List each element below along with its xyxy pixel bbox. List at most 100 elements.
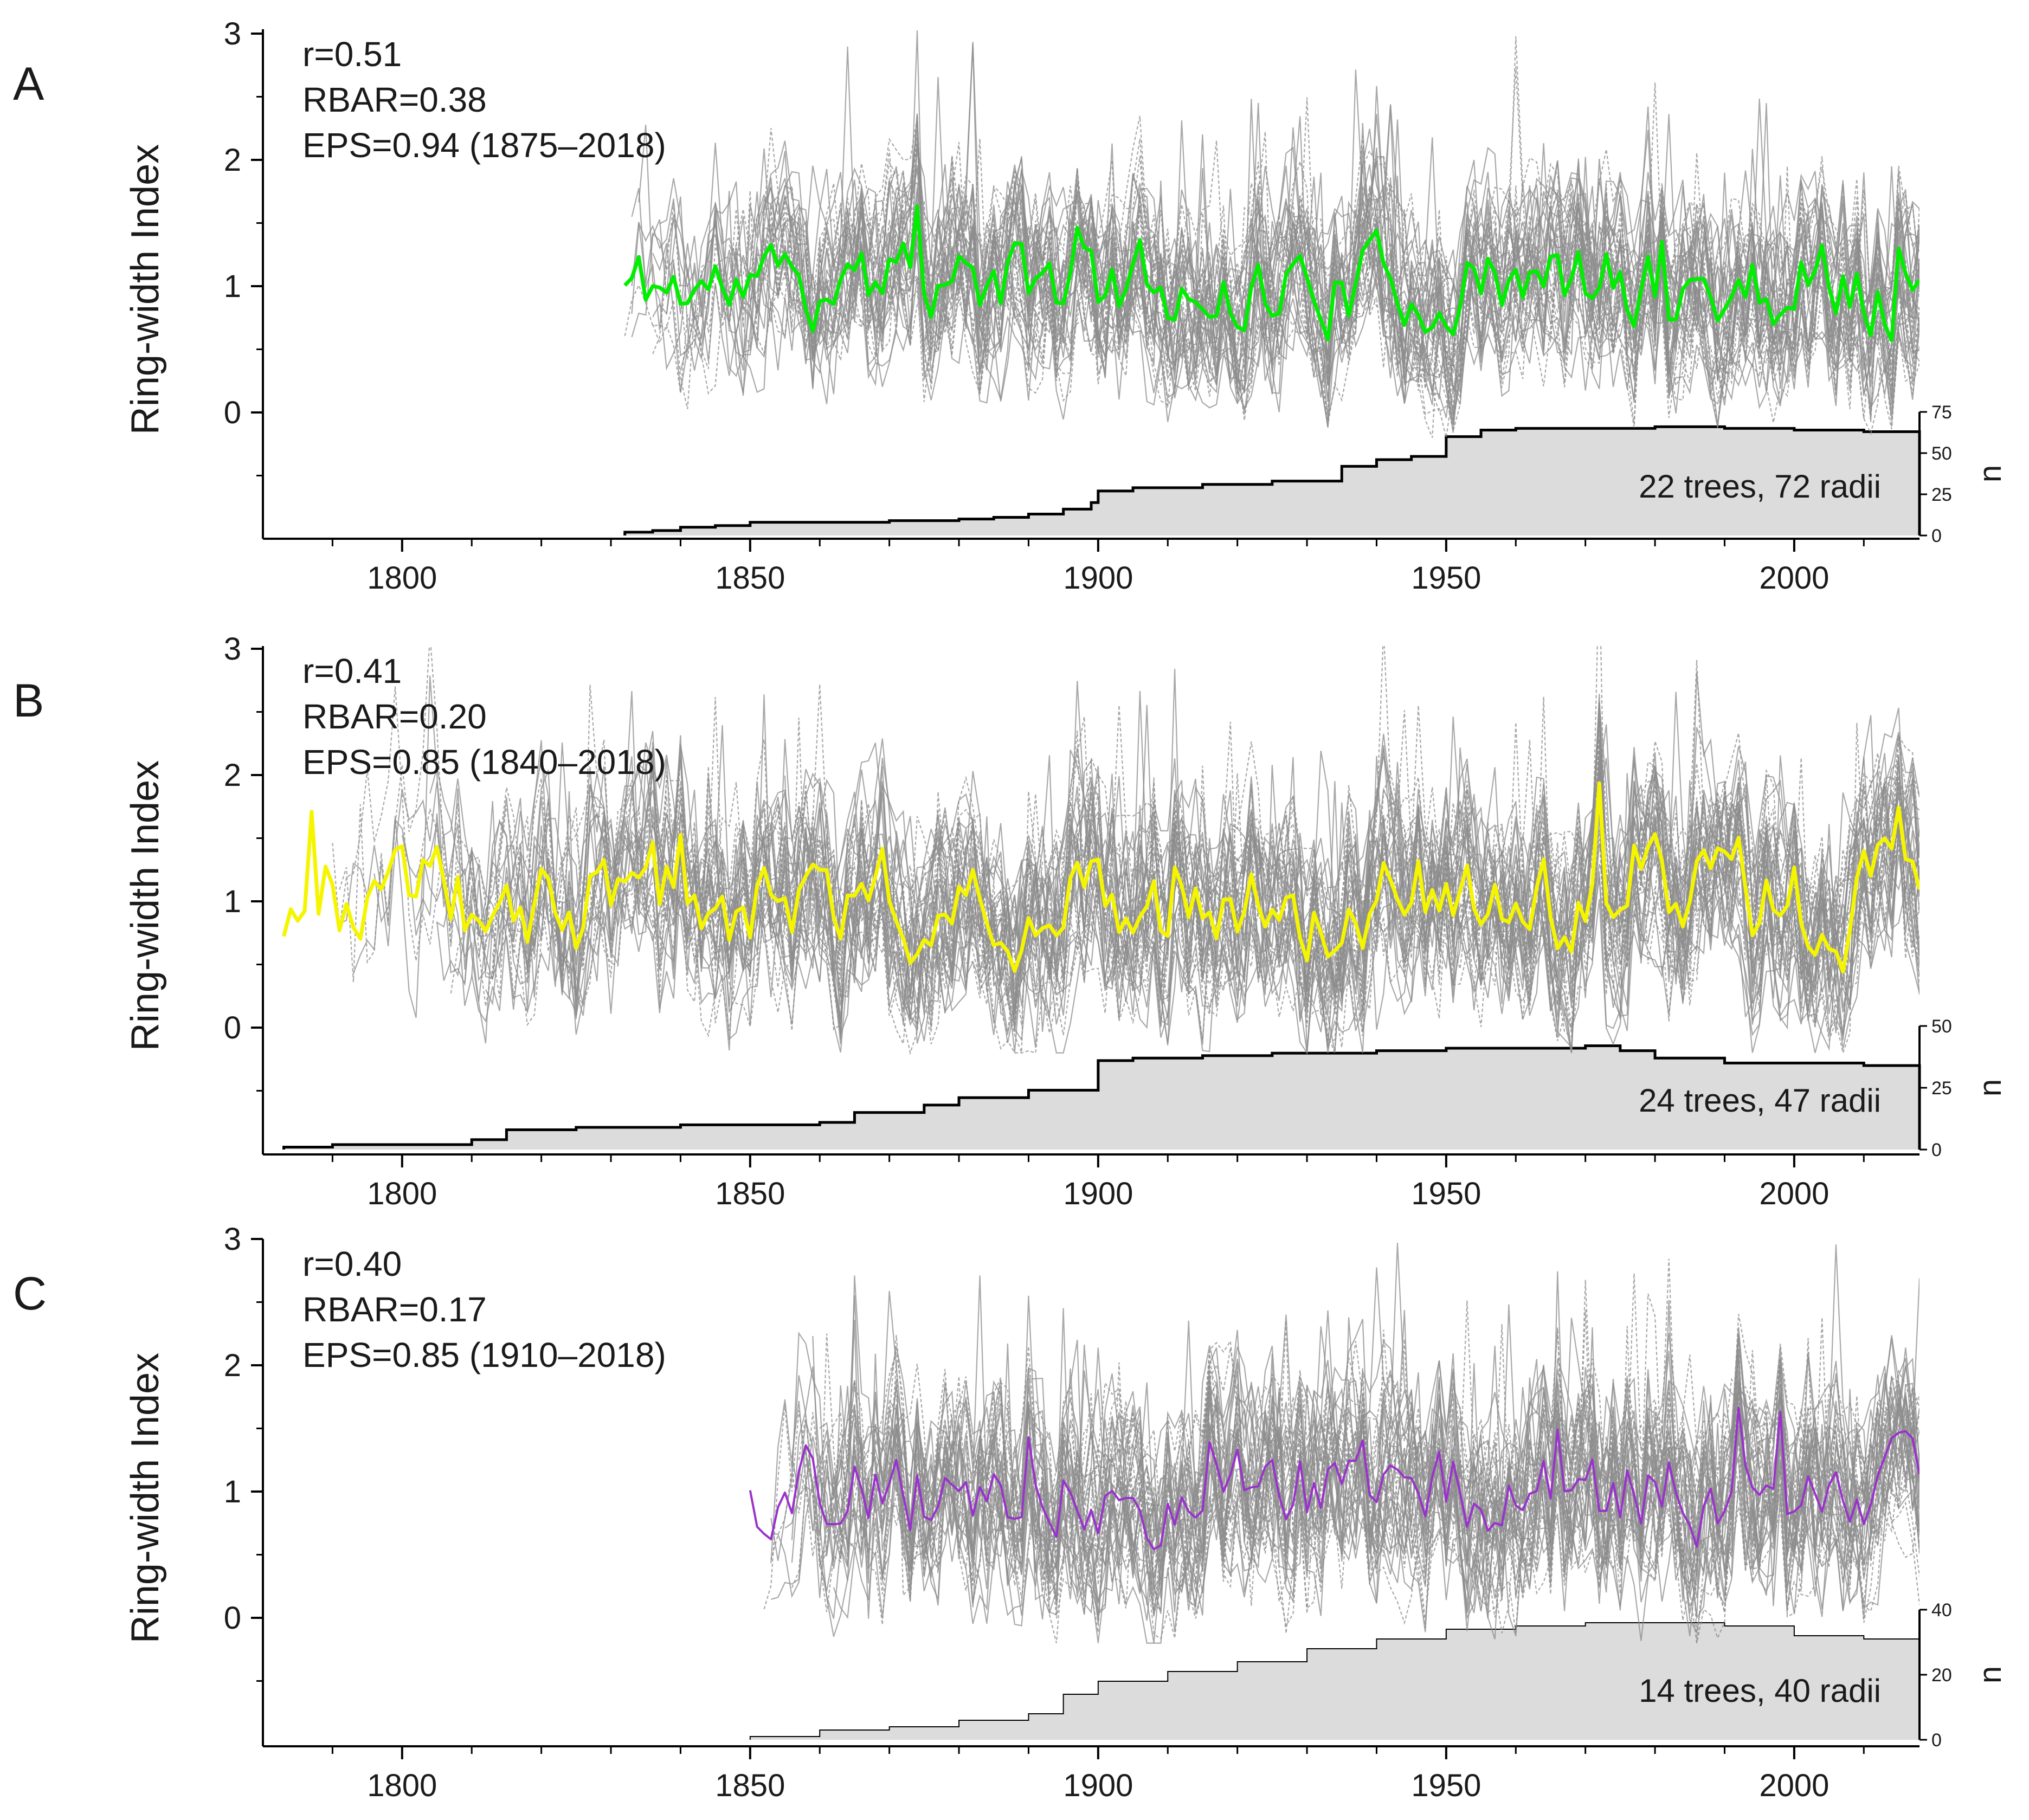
stat-eps: EPS=0.85 (1840–2018): [302, 743, 666, 782]
radius-series: [527, 692, 1920, 1045]
stat-r: r=0.41: [302, 651, 402, 690]
n-axis-label: n: [1973, 1666, 2008, 1683]
radius-series: [840, 1351, 1920, 1643]
x-tick-label: 1850: [715, 560, 785, 596]
individual-radii: [763, 1243, 1920, 1644]
radius-series: [1028, 1258, 1920, 1634]
radius-series: [415, 754, 1920, 1053]
radius-series: [833, 1310, 1920, 1619]
n-tick-label: 50: [1931, 443, 1952, 464]
radius-series: [763, 66, 1920, 438]
stat-eps: EPS=0.85 (1910–2018): [302, 1335, 666, 1374]
radius-series: [770, 1290, 1920, 1604]
x-tick-label: 1850: [715, 1768, 785, 1803]
panel-a: 0 1 2 3 1800 1850 1900 1950 2000 0 25 50 75 n Ring-wid…: [13, 16, 2008, 596]
radius-series: [770, 1314, 1920, 1624]
radius-series: [756, 30, 1920, 397]
n-axis-label: n: [1973, 1079, 2008, 1096]
radius-series: [492, 741, 1920, 1041]
radius-series: [965, 138, 1920, 438]
sample-depth-label: 22 trees, 72 radii: [1639, 468, 1881, 505]
y-tick-label: 3: [224, 16, 241, 51]
radius-series: [923, 1382, 1920, 1614]
sample-depth-label: 14 trees, 40 radii: [1639, 1673, 1881, 1709]
y-axis-label: Ring-width Index: [124, 760, 167, 1051]
n-axis-label: n: [1973, 465, 2008, 482]
panel-letter: A: [13, 58, 44, 110]
y-axis-label: Ring-width Index: [124, 144, 167, 435]
stat-r: r=0.40: [302, 1244, 402, 1283]
chronology-line: [749, 1406, 1920, 1551]
radius-series: [791, 1310, 1920, 1616]
radius-series: [812, 1271, 1920, 1621]
radius-series: [840, 1369, 1920, 1625]
y-tick-label: 0: [224, 1600, 241, 1636]
stat-rbar: RBAR=0.38: [302, 80, 487, 119]
radius-series: [888, 710, 1920, 1019]
y-axis-label: Ring-width Index: [124, 1353, 167, 1643]
radius-series: [659, 733, 1920, 1035]
n-tick-label: 25: [1931, 485, 1952, 505]
stat-r: r=0.51: [302, 35, 402, 74]
x-tick-label: 1800: [367, 1176, 437, 1211]
y-tick-label: 1: [224, 269, 241, 304]
n-tick-label: 50: [1931, 1016, 1952, 1037]
y-tick-label: 2: [224, 1348, 241, 1383]
stat-eps: EPS=0.94 (1875–2018): [302, 126, 666, 165]
y-tick-label: 1: [224, 1474, 241, 1509]
radius-series: [1014, 1273, 1920, 1643]
radius-series: [645, 681, 1920, 1049]
n-tick-label: 0: [1931, 526, 1942, 546]
x-tick-label: 1950: [1411, 1176, 1481, 1211]
y-tick-label: 3: [224, 1222, 241, 1257]
n-tick-label: 25: [1931, 1078, 1952, 1099]
chronology-line: [623, 204, 1920, 343]
x-tick-label: 1900: [1063, 1768, 1133, 1803]
sample-depth-label: 24 trees, 47 radii: [1639, 1082, 1881, 1119]
x-tick-label: 2000: [1759, 1176, 1829, 1211]
radius-series: [520, 672, 1920, 1041]
y-tick-label: 0: [224, 395, 241, 430]
stat-rbar: RBAR=0.17: [302, 1290, 487, 1329]
radius-series: [373, 731, 1920, 1035]
n-tick-label: 75: [1931, 402, 1952, 423]
sample-depth-line: [749, 1622, 1920, 1740]
individual-radii: [624, 30, 1920, 438]
radius-series: [805, 1320, 1920, 1602]
radius-series: [784, 702, 1920, 1046]
radius-series: [896, 137, 1920, 436]
radius-series: [791, 1295, 1920, 1640]
stat-rbar: RBAR=0.20: [302, 697, 487, 736]
chronology-line: [282, 781, 1920, 974]
panel-letter: C: [13, 1268, 47, 1320]
radius-series: [798, 1280, 1920, 1632]
sample-depth-line: [623, 425, 1921, 535]
panel-b: 0 1 2 3 1800 1850 1900 1950 2000 0 25 50 n Ring-width…: [13, 631, 2008, 1211]
panel-c: 0 1 2 3 1800 1850 1900 1950 2000 0 20 40 n Ring-width…: [13, 1222, 2008, 1803]
individual-radii: [332, 646, 1920, 1055]
n-tick-label: 20: [1931, 1665, 1952, 1686]
x-tick-label: 1850: [715, 1176, 785, 1211]
y-tick-label: 2: [224, 143, 241, 178]
radius-series: [694, 722, 1920, 1055]
radius-series: [868, 118, 1920, 424]
sample-depth-line: [282, 1044, 1921, 1150]
y-tick-label: 2: [224, 758, 241, 793]
n-tick-label: 0: [1931, 1730, 1942, 1751]
y-tick-label: 0: [224, 1010, 241, 1045]
radius-series: [930, 747, 1920, 1053]
x-tick-label: 1900: [1063, 1176, 1133, 1211]
radius-series: [729, 143, 1920, 399]
x-tick-label: 1950: [1411, 1768, 1481, 1803]
x-tick-label: 2000: [1759, 1768, 1829, 1803]
panel-letter: B: [13, 675, 44, 727]
n-tick-label: 0: [1931, 1140, 1942, 1160]
radius-series: [332, 686, 1920, 1054]
y-tick-label: 3: [224, 631, 241, 667]
y-tick-label: 1: [224, 884, 241, 919]
sample-depth-area: [284, 1045, 1920, 1150]
radius-series: [763, 114, 1920, 427]
x-tick-label: 1900: [1063, 560, 1133, 596]
x-tick-label: 2000: [1759, 560, 1829, 596]
